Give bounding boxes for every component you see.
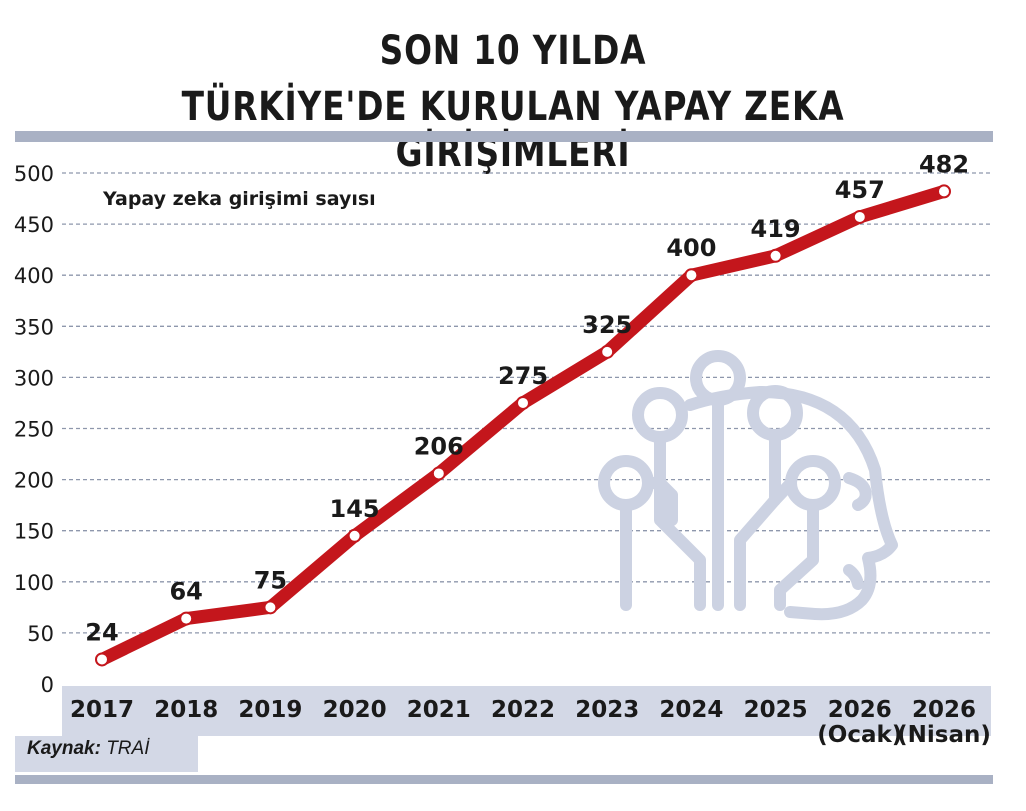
data-point [347, 528, 362, 543]
y-tick-label: 150 [14, 520, 54, 544]
source-credit: Kaynak: TRAİ [27, 738, 149, 760]
y-tick-label: 50 [27, 622, 54, 646]
data-point [263, 600, 278, 615]
data-label: 457 [835, 176, 885, 204]
x-tick-label: 2019 [238, 697, 302, 723]
chart-title-line-1: SON 10 YILDA [379, 28, 647, 74]
data-point [684, 268, 699, 283]
gridlines [62, 172, 991, 634]
x-tick-label: 2018 [154, 697, 218, 723]
x-tick-label: 2023 [575, 697, 639, 723]
y-tick-label: 0 [41, 673, 54, 697]
data-label: 482 [919, 150, 969, 178]
data-label: 325 [582, 311, 632, 339]
data-point [516, 395, 530, 410]
x-tick-label: (Nisan) [897, 722, 991, 748]
data-label: 275 [498, 362, 548, 390]
x-tick-label: 2026 [828, 697, 892, 723]
x-tick-label: 2024 [659, 697, 723, 723]
data-point [937, 184, 951, 199]
y-axis-ticks: 0 50 100 150 200 250 300 350 400 450 500 [14, 162, 54, 697]
data-point [431, 466, 446, 481]
x-axis-ticks: 2017 2018 2019 2020 2021 2022 2023 2024 2025 2026… [70, 697, 991, 748]
top-divider [15, 131, 993, 142]
x-tick-label: 2025 [744, 697, 808, 723]
data-point [95, 652, 109, 667]
x-tick-label: 2021 [407, 697, 471, 723]
data-label: 24 [85, 618, 118, 646]
data-label: 400 [666, 234, 716, 262]
ai-head-circuit-icon [598, 350, 898, 621]
source-label: Kaynak: [27, 738, 101, 759]
x-tick-label: 2022 [491, 697, 555, 723]
y-tick-label: 400 [14, 264, 54, 288]
x-tick-label: 2020 [323, 697, 387, 723]
source-band [15, 736, 198, 772]
y-tick-label: 200 [14, 469, 54, 493]
series-line [95, 184, 951, 666]
data-label: 419 [751, 215, 801, 243]
y-tick-label: 250 [14, 418, 54, 442]
series-legend-label: Yapay zeka girişimi sayısı [102, 188, 376, 210]
data-label: 206 [414, 432, 464, 460]
data-point [852, 209, 867, 224]
data-label: 145 [330, 495, 380, 523]
bottom-divider [15, 775, 993, 784]
x-tick-label: (Ocak) [817, 722, 902, 748]
data-point [179, 611, 194, 626]
source-value: TRAİ [106, 738, 150, 759]
data-points [95, 184, 951, 667]
x-tick-label: 2026 [912, 697, 976, 723]
data-point [600, 344, 615, 359]
data-label: 64 [169, 578, 202, 606]
y-tick-label: 500 [14, 162, 54, 186]
y-tick-label: 450 [14, 213, 54, 237]
data-point [768, 248, 783, 263]
y-tick-label: 350 [14, 315, 54, 339]
data-label: 75 [254, 566, 287, 594]
y-tick-label: 100 [14, 571, 54, 595]
x-tick-label: 2017 [70, 697, 134, 723]
x-axis-band [62, 686, 991, 736]
data-labels: 24 64 75 145 206 275 325 400 419 457 482 [85, 150, 969, 646]
y-tick-label: 300 [14, 366, 54, 390]
